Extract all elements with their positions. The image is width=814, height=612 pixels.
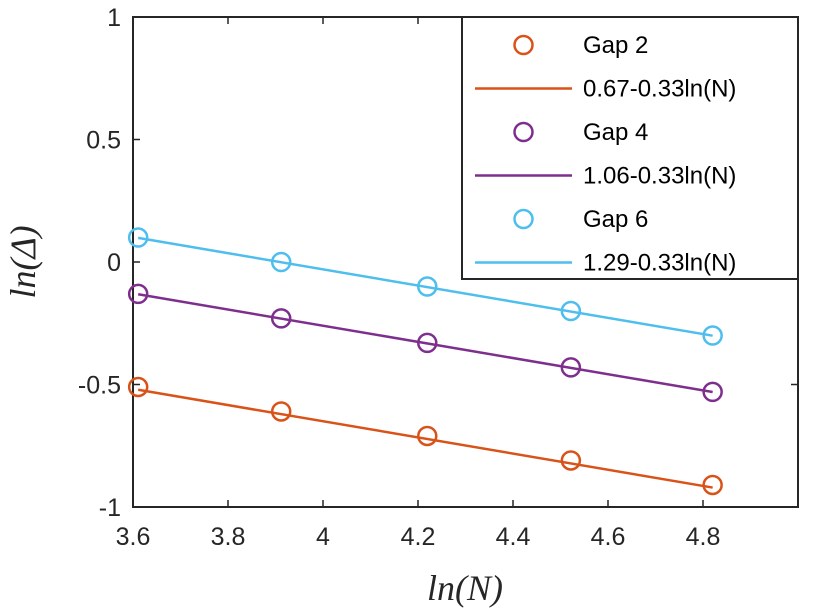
- y-tick-label: 0.5: [86, 127, 121, 155]
- x-tick-label: 4: [316, 523, 330, 551]
- series-gap-4: [127, 283, 723, 403]
- y-tick-label: -1: [99, 494, 121, 522]
- y-axis-title: ln(Δ): [3, 225, 43, 298]
- data-point: [560, 300, 582, 322]
- legend-label: Gap 6: [583, 206, 648, 233]
- data-point: [270, 401, 292, 422]
- x-tick-label: 3.8: [211, 523, 246, 551]
- data-point: [270, 251, 292, 273]
- data-point: [702, 325, 723, 346]
- x-axis-title: ln(N): [427, 568, 503, 608]
- legend-fit-label: 1.06-0.33ln(N): [583, 163, 736, 190]
- y-tick-label: 0: [107, 249, 121, 277]
- data-point: [702, 474, 723, 496]
- x-tick-label: 4.4: [496, 523, 531, 551]
- legend-fit-label: 0.67-0.33ln(N): [583, 76, 736, 103]
- legend-fit-label: 1.29-0.33ln(N): [583, 250, 736, 277]
- legend-marker-icon: [513, 34, 534, 56]
- fit-line: [137, 388, 713, 489]
- fit-line: [137, 293, 713, 394]
- data-point: [270, 308, 292, 329]
- x-tick-label: 3.6: [116, 523, 151, 551]
- series-layer: [127, 227, 723, 496]
- x-tick-label: 4.8: [686, 523, 721, 551]
- y-tick-label: -0.5: [78, 372, 121, 400]
- legend-marker-icon: [513, 121, 534, 143]
- legend-label: Gap 2: [583, 32, 648, 59]
- data-point: [417, 425, 438, 447]
- series-gap-2: [127, 376, 723, 496]
- fit-line: [137, 236, 713, 337]
- legend: Gap 2 0.67-0.33ln(N) Gap 4 1.06-0.33ln(N) Ga…: [461, 16, 799, 280]
- y-tick-label: 1: [107, 4, 121, 32]
- data-point: [127, 283, 149, 305]
- data-point: [417, 276, 438, 297]
- x-tick-label: 4.6: [591, 523, 626, 551]
- data-point: [417, 332, 438, 354]
- data-point: [702, 381, 723, 403]
- data-point: [560, 357, 582, 378]
- legend-marker-icon: [513, 208, 534, 230]
- data-point: [127, 376, 149, 398]
- x-tick-label: 4.2: [401, 523, 436, 551]
- legend-label: Gap 4: [583, 119, 648, 146]
- data-point: [127, 227, 149, 248]
- data-point: [560, 450, 582, 471]
- legend-box: [461, 16, 799, 280]
- series-gap-6: [127, 227, 723, 346]
- x-axis-ticks: 3.6 3.8 4 4.2 4.4 4.6 4.8: [116, 17, 721, 551]
